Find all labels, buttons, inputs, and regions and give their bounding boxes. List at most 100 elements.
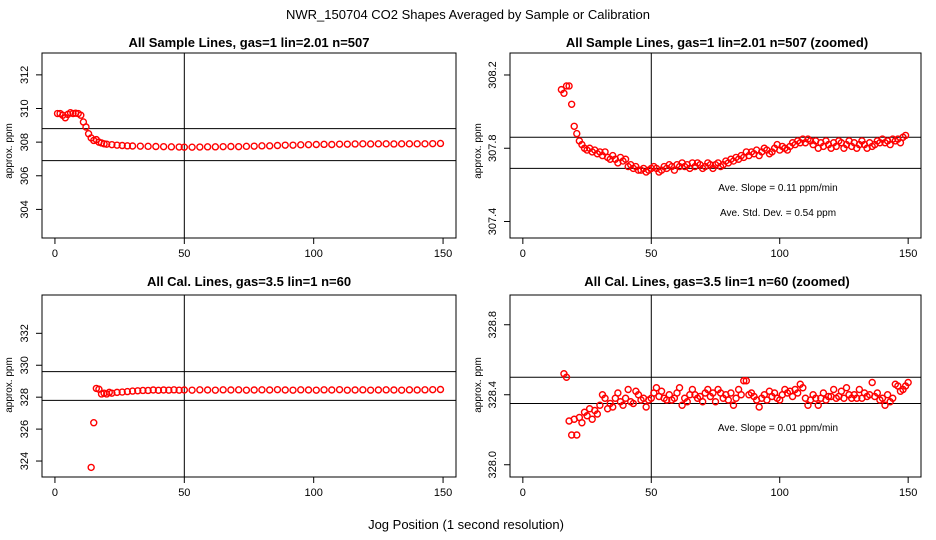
- data-point: [583, 412, 591, 420]
- figure-xlabel: Jog Position (1 second resolution): [368, 517, 564, 532]
- data-point: [281, 386, 289, 394]
- data-point: [565, 82, 573, 90]
- data-point: [413, 386, 421, 394]
- y-tick-label: 328: [19, 388, 31, 406]
- x-tick-label: 150: [899, 248, 917, 260]
- y-tick-label: 310: [19, 99, 31, 117]
- y-tick-label: 304: [19, 200, 31, 218]
- data-point: [405, 386, 414, 394]
- data-point: [382, 140, 390, 148]
- data-point: [429, 139, 437, 148]
- data-point: [578, 419, 586, 427]
- data-point: [562, 82, 571, 90]
- x-tick-label: 100: [771, 487, 789, 499]
- annotation-slope: Ave. Slope = 0.11 ppm/min: [718, 183, 837, 194]
- data-point: [335, 385, 344, 394]
- panel-cal-lines-zoomed: All Cal. Lines, gas=3.5 lin=1 n=60 (zoom…: [473, 274, 922, 499]
- data-point: [704, 385, 712, 394]
- data-point: [188, 386, 196, 394]
- y-axis-label: approx. ppm: [4, 357, 15, 413]
- data-point: [154, 386, 163, 395]
- data-point: [149, 386, 157, 394]
- y-tick-label: 328.0: [487, 451, 499, 479]
- data-point: [304, 140, 313, 149]
- data-point: [889, 394, 897, 402]
- data-point: [144, 386, 152, 395]
- data-point: [266, 386, 274, 394]
- data-point: [629, 399, 637, 408]
- data-point: [227, 142, 235, 151]
- data-point: [840, 394, 848, 402]
- data-point: [609, 403, 617, 411]
- data-point: [683, 398, 691, 406]
- data-point: [289, 141, 297, 149]
- data-point: [724, 396, 733, 404]
- x-tick-label: 50: [645, 487, 657, 499]
- data-point: [273, 141, 282, 150]
- data-point: [382, 386, 390, 394]
- x-tick-label: 100: [305, 487, 323, 499]
- data-point: [82, 123, 90, 131]
- data-point: [312, 386, 320, 394]
- y-tick-label: 307.4: [487, 208, 499, 236]
- data-point: [351, 386, 359, 394]
- x-tick-label: 100: [771, 248, 789, 260]
- data-point: [234, 386, 243, 394]
- data-point: [873, 389, 882, 397]
- data-point: [837, 387, 846, 395]
- data-point: [266, 142, 274, 150]
- data-point: [258, 386, 266, 394]
- data-point: [188, 143, 196, 151]
- data-point: [343, 386, 352, 394]
- data-point: [175, 386, 183, 394]
- panel-title: All Sample Lines, gas=1 lin=2.01 n=507: [129, 35, 370, 50]
- data-point: [593, 410, 602, 418]
- panel-sample-lines: All Sample Lines, gas=1 lin=2.01 n=507 a…: [4, 35, 457, 260]
- panel-title: All Sample Lines, gas=1 lin=2.01 n=507 (…: [566, 35, 868, 50]
- data-point: [729, 401, 738, 409]
- data-point: [180, 143, 189, 151]
- data-point: [118, 141, 126, 150]
- data-point: [100, 140, 108, 148]
- data-point: [203, 386, 212, 394]
- data-point: [139, 386, 147, 395]
- y-tick-label: 328.4: [487, 381, 499, 409]
- y-axis-label: approx. ppm: [473, 357, 484, 413]
- data-point: [242, 142, 251, 151]
- data-point: [250, 386, 258, 394]
- data-point: [429, 385, 437, 394]
- data-point: [366, 386, 375, 394]
- data-point: [799, 384, 807, 392]
- data-point: [159, 386, 168, 394]
- data-point: [128, 142, 137, 150]
- data-point: [180, 386, 189, 394]
- x-tick-label: 150: [899, 487, 917, 499]
- data-point: [234, 142, 243, 151]
- data-point: [304, 386, 313, 394]
- data-point: [675, 384, 684, 392]
- data-point: [421, 140, 429, 148]
- data-point: [390, 140, 398, 148]
- data-point: [573, 129, 581, 138]
- data-point: [621, 155, 630, 163]
- data-point: [203, 143, 212, 151]
- data-point: [904, 378, 912, 387]
- data-point: [359, 386, 367, 394]
- data-point: [108, 389, 116, 397]
- data-point: [102, 140, 111, 148]
- data-point: [842, 384, 851, 392]
- data-point: [242, 386, 251, 394]
- data-point: [737, 391, 745, 399]
- data-point: [219, 142, 227, 151]
- data-point: [853, 394, 861, 402]
- data-point: [397, 386, 406, 394]
- data-point: [165, 386, 173, 394]
- data-point: [624, 385, 632, 394]
- y-tick-label: 324: [19, 452, 31, 470]
- data-point: [144, 142, 152, 151]
- data-point: [567, 100, 576, 108]
- y-axis-label: approx. ppm: [4, 123, 15, 179]
- data-point: [113, 141, 121, 149]
- data-point: [763, 396, 771, 404]
